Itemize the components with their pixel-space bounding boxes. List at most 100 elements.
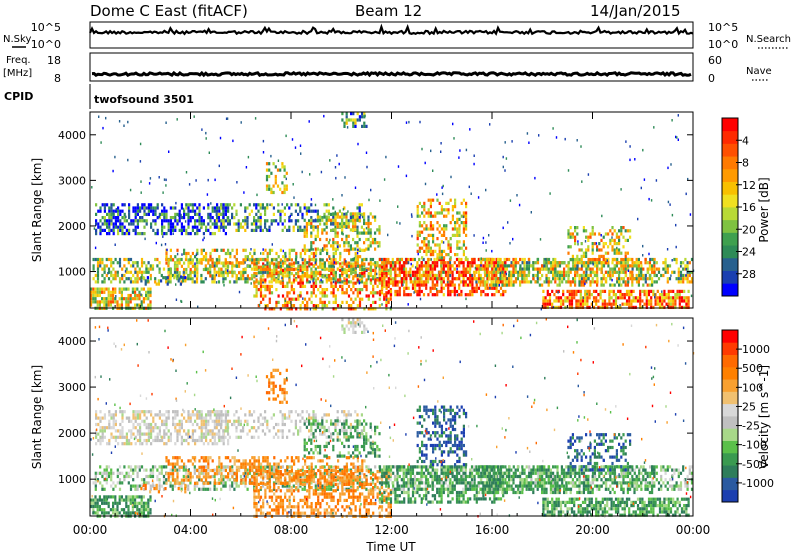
power-cell xyxy=(505,267,508,271)
power-cell xyxy=(546,302,549,306)
power-cell xyxy=(374,231,377,235)
power-speckle xyxy=(586,292,588,296)
power-cell xyxy=(262,267,265,272)
power-cell xyxy=(416,205,419,209)
power-speckle xyxy=(534,176,536,180)
power-cell xyxy=(514,261,517,265)
power-cell xyxy=(312,274,315,278)
power-cell xyxy=(95,203,98,207)
power-cell xyxy=(277,294,280,298)
velocity-cell xyxy=(114,508,117,512)
power-cell xyxy=(580,280,583,284)
power-cell xyxy=(220,219,223,223)
freq-frame xyxy=(89,52,694,82)
power-cell xyxy=(121,267,124,271)
power-cell xyxy=(156,257,159,262)
power-speckle xyxy=(168,150,170,153)
power-cell xyxy=(383,284,386,288)
power-cell xyxy=(279,267,282,272)
power-cell xyxy=(167,270,170,274)
power-cell xyxy=(443,227,446,231)
power-cell xyxy=(409,267,412,271)
power-cell xyxy=(617,289,620,293)
power-cell xyxy=(358,304,362,308)
power-speckle xyxy=(359,206,361,209)
power-cell xyxy=(454,201,457,205)
power-cell xyxy=(414,286,417,290)
power-cell xyxy=(405,261,408,265)
power-cell xyxy=(339,278,342,282)
power-cell xyxy=(182,279,185,283)
power-speckle xyxy=(354,186,357,189)
power-cell xyxy=(167,261,170,265)
power-cell xyxy=(581,305,585,309)
power-cell xyxy=(590,293,593,297)
power-cell xyxy=(99,232,102,236)
power-cell xyxy=(129,297,132,301)
power-cell xyxy=(354,212,357,216)
power-cell xyxy=(216,216,219,220)
power-cell xyxy=(147,290,150,294)
power-cell xyxy=(90,287,93,291)
power-cell xyxy=(339,262,342,266)
power-cell xyxy=(305,212,308,216)
power-cell xyxy=(209,219,212,223)
power-cell xyxy=(372,268,375,272)
power-cell xyxy=(132,228,135,232)
power-cell xyxy=(299,209,302,213)
power-cell xyxy=(444,261,447,265)
power-cell xyxy=(105,303,108,307)
power-cell xyxy=(101,261,104,265)
power-cell xyxy=(564,296,567,300)
power-cell xyxy=(299,281,302,285)
noise-trace xyxy=(89,23,694,36)
power-cell xyxy=(624,261,627,265)
power-cell xyxy=(648,264,651,268)
power-cell xyxy=(444,270,448,274)
power-cell xyxy=(567,267,570,271)
power-cell xyxy=(305,234,308,238)
power-cell xyxy=(129,257,133,262)
power-cell xyxy=(134,293,137,298)
power-cell xyxy=(316,231,319,235)
power-cell xyxy=(352,267,355,272)
power-cell xyxy=(105,257,108,262)
power-cell xyxy=(134,297,137,301)
power-cell xyxy=(305,231,308,235)
power-speckle xyxy=(269,203,271,206)
power-cell xyxy=(620,226,623,230)
power-cell xyxy=(587,264,590,268)
power-cell xyxy=(334,277,337,281)
power-cell xyxy=(365,237,368,242)
power-cell xyxy=(449,246,452,250)
velocity-cell xyxy=(127,481,130,485)
power-cell xyxy=(255,294,258,298)
velocity-cell xyxy=(127,504,130,509)
power-cell xyxy=(567,235,570,239)
power-cell xyxy=(235,264,238,268)
power-cell xyxy=(279,248,282,252)
power-cell xyxy=(378,228,381,232)
power-speckle xyxy=(180,213,182,217)
power-cell xyxy=(598,232,601,236)
power-cell xyxy=(356,288,359,292)
power-cell xyxy=(114,277,117,281)
power-cell xyxy=(118,287,121,291)
power-cell xyxy=(200,251,203,256)
power-speckle xyxy=(138,209,141,213)
power-cell xyxy=(382,261,386,265)
power-cell xyxy=(171,273,174,278)
power-cell xyxy=(431,270,434,274)
power-cell xyxy=(350,258,353,262)
velocity-cell xyxy=(294,487,298,491)
power-cell xyxy=(679,273,683,278)
velocity-cell xyxy=(98,495,101,499)
power-speckle xyxy=(642,254,644,257)
power-cell xyxy=(640,273,643,278)
power-cell xyxy=(151,267,155,271)
power-cell xyxy=(273,278,276,282)
power-cell xyxy=(299,294,302,298)
power-cell xyxy=(380,278,384,282)
power-cell xyxy=(543,280,546,284)
power-cell xyxy=(425,267,428,271)
